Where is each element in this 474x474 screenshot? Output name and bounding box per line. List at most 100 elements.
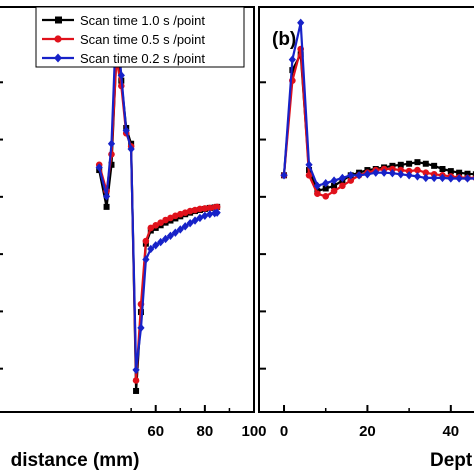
panel-b-x-tick-label: 20 [359, 423, 376, 440]
panel-a-data-point [157, 237, 165, 247]
panel-b-data-point [388, 169, 397, 178]
panel-a-data-point [127, 144, 135, 154]
panel-b-data-point [414, 159, 421, 166]
panel-b-x-axis-title: Dept [430, 450, 473, 471]
panel-b-data-point [438, 173, 447, 183]
legend-swatch-marker [54, 53, 62, 63]
panel-b-series-line-2 [282, 21, 474, 187]
panel-a-data-point [206, 204, 214, 212]
panel-b-data-point [363, 170, 372, 179]
panel-b-data-point [389, 165, 396, 173]
panel-b-data-point [464, 170, 471, 177]
panel-a-data-point [161, 234, 170, 244]
panel-b-data-point [430, 173, 438, 183]
panel-a-data-point [102, 192, 111, 201]
panel-b-data-point [331, 182, 338, 189]
panel-a-data-point [191, 206, 199, 214]
panel-a-data-point [132, 377, 140, 384]
panel-b-data-point [422, 169, 430, 176]
panel-a-x-tick-label: 80 [197, 423, 214, 440]
legend-entry-label: Scan time 0.5 s /point [80, 32, 205, 47]
panel-a-data-point [108, 161, 115, 168]
panel-a-data-point [95, 163, 103, 172]
legend-swatch-marker [55, 16, 62, 24]
panel-a-data-point [201, 205, 209, 212]
panel-a-data-point [152, 241, 160, 250]
panel-b-data-point [456, 169, 463, 176]
panel-a-data-point [137, 323, 145, 333]
panel-b-data-point [380, 168, 388, 177]
panel-a-data-point [147, 244, 155, 254]
panel-b-data-point [372, 168, 380, 177]
panel-a-data-point [213, 208, 221, 217]
panel-a-data-point [122, 126, 130, 135]
panel-a: 60 80 100 distance (mm) [0, 6, 267, 471]
panel-a-data-point [166, 231, 175, 240]
panel-a-data-point [176, 225, 184, 234]
panel-b-data-point [347, 177, 355, 184]
panel-a-data-point [152, 221, 160, 229]
panel-b-data-point [313, 181, 321, 191]
panel-a-plot-area [95, 13, 221, 394]
panel-b-data-point [439, 166, 446, 172]
panel-b-data-point [305, 160, 313, 169]
panel-a-data-point [132, 365, 140, 375]
panel-a-x-tick-label: 60 [147, 423, 164, 440]
panel-b-data-point [406, 160, 413, 167]
panel-a-data-point [147, 224, 155, 232]
panel-b-data-point [413, 172, 422, 181]
panel-b-data-point [305, 172, 313, 179]
panel-a-data-point [103, 203, 110, 210]
panel-a-data-point [213, 203, 221, 211]
panel-a-x-tick-label: 100 [241, 423, 266, 440]
panel-b-data-point [472, 171, 474, 178]
panel-b: 0 20 40 Dept [258, 6, 474, 471]
panel-b-data-point [280, 171, 288, 180]
panel-a-data-point [142, 237, 150, 245]
panel-b-data-point [322, 179, 330, 188]
panel-a-data-point [157, 219, 164, 226]
panel-a-data-point [107, 139, 116, 148]
panel-b-data-point [330, 176, 338, 185]
panel-a-data-point [206, 210, 214, 219]
panel-a-data-point [133, 387, 140, 394]
legend: Scan time 1.0 s /point Scan time 0.5 s /p… [35, 6, 245, 68]
panel-b-data-point [463, 174, 472, 183]
panel-a-data-point [171, 228, 179, 237]
panel-b-data-point [297, 18, 305, 27]
panel-b-plot-area [280, 18, 474, 200]
panel-b-data-point [447, 174, 455, 183]
panel-b-data-point [330, 187, 338, 195]
panel-b-data-point [422, 173, 430, 183]
panel-a-data-point [186, 207, 194, 215]
legend-entry-label: Scan time 1.0 s /point [80, 13, 205, 28]
panel-b-data-point [405, 167, 413, 175]
panel-a-x-axis-title: distance (mm) [11, 450, 140, 471]
panel-b-frame [258, 6, 474, 413]
panel-b-data-point [338, 173, 346, 183]
panel-b-data-point [397, 170, 405, 179]
panel-b-data-point [355, 171, 363, 180]
panel-a-data-point [117, 71, 125, 80]
legend-entry-label: Scan time 0.2 s /point [80, 51, 205, 66]
panel-b-data-point [397, 161, 404, 168]
panel-b-data-point [405, 171, 413, 180]
panel-a-data-point [181, 222, 189, 231]
panel-b-data-point [288, 55, 296, 64]
panel-b-data-point [414, 166, 421, 174]
panel-a-data-point [142, 255, 150, 264]
panel-b-data-point [314, 190, 321, 198]
panel-a-data-point [196, 213, 204, 223]
panel-b-x-tick-label: 40 [442, 423, 459, 440]
panel-b-data-point [397, 166, 405, 174]
panel-b-data-point [322, 185, 329, 192]
panel-b-data-point [455, 174, 463, 183]
panel-b-data-point [339, 182, 346, 190]
legend-swatch-marker [54, 35, 62, 43]
panel-b-data-point [322, 193, 330, 200]
panel-b-data-point [347, 171, 355, 180]
panel-b-label: (b) [272, 29, 296, 50]
panel-b-x-tick-label: 0 [280, 423, 288, 440]
panel-b-data-point [422, 160, 429, 167]
